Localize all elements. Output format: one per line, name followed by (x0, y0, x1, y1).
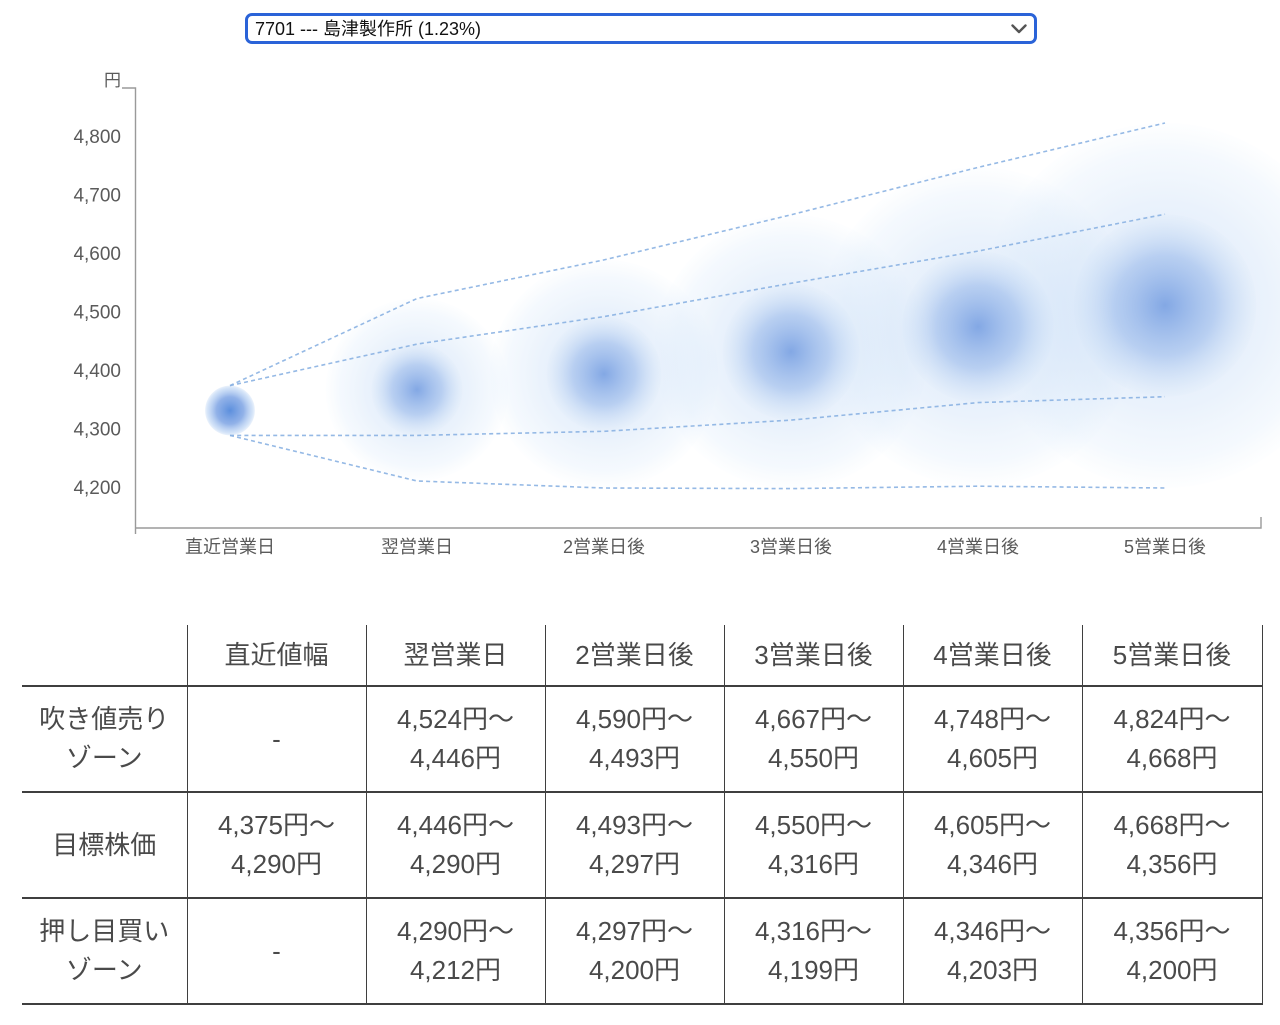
table-cell: 4,824円～ 4,668円 (1081, 686, 1263, 792)
table-cell: 4,346円～ 4,203円 (902, 898, 1082, 1004)
table-cell: 4,748円～ 4,605円 (902, 686, 1082, 792)
table-cell: 4,356円～ 4,200円 (1081, 898, 1263, 1004)
target-bubble-day1 (371, 344, 463, 436)
target-bubble-day3 (722, 283, 860, 421)
table-header-row: 直近値幅 翌営業日 2営業日後 3営業日後 4営業日後 5営業日後 (22, 625, 1263, 686)
stock-select-wrapper: 7701 --- 島津製作所 (1.23%) (245, 13, 1037, 44)
column-header-day2: 2営業日後 (544, 625, 724, 686)
table-cell: - (186, 686, 366, 792)
table-cell: 4,316円～ 4,199円 (723, 898, 903, 1004)
x-tick-label: 翌営業日 (381, 537, 453, 557)
row-label: 吹き値売り ゾーン (39, 704, 170, 773)
table-row-buy-zone: 押し目買い ゾーン - 4,290円～ 4,212円 4,297円～ 4,200… (22, 898, 1263, 1004)
table-cell: 4,524円～ 4,446円 (365, 686, 545, 792)
row-label: 押し目買い ゾーン (39, 916, 170, 985)
table-cell: 4,493円～ 4,297円 (544, 792, 724, 898)
table-cell: 4,290円～ 4,212円 (365, 898, 545, 1004)
column-header-latest-range: 直近値幅 (186, 625, 366, 686)
table-cell: 4,667円～ 4,550円 (723, 686, 903, 792)
y-tick-label: 4,500 (73, 303, 121, 324)
forecast-table: 直近値幅 翌営業日 2営業日後 3営業日後 4営業日後 5営業日後 吹き値売り … (22, 625, 1263, 1005)
column-header-day4: 4営業日後 (902, 625, 1082, 686)
latest-price-bubble (205, 385, 255, 436)
table-row-target-price: 目標株価 4,375円～ 4,290円 4,446円～ 4,290円 4,493… (22, 792, 1263, 898)
table-cell: 4,668円～ 4,356円 (1081, 792, 1263, 898)
table-cell: 4,605円～ 4,346円 (902, 792, 1082, 898)
y-tick-label: 4,700 (73, 186, 121, 207)
column-header-day1: 翌営業日 (365, 625, 545, 686)
buy-zone-lower-line (229, 434, 1166, 490)
table-cell: 4,297円～ 4,200円 (544, 898, 724, 1004)
y-tick-label: 4,400 (73, 361, 121, 382)
row-label: 目標株価 (52, 829, 157, 860)
table-row-sell-zone: 吹き値売り ゾーン - 4,524円～ 4,446円 4,590円～ 4,493… (22, 686, 1263, 792)
target-upper-line (229, 213, 1166, 387)
table-cell: 4,446円～ 4,290円 (365, 792, 545, 898)
y-axis-unit-label: 円 (104, 71, 121, 90)
table-cell: 4,550円～ 4,316円 (723, 792, 903, 898)
column-header-day3: 3営業日後 (723, 625, 903, 686)
y-tick-label: 4,800 (73, 127, 121, 148)
target-bubble-day2 (546, 316, 662, 432)
x-tick-label: 2営業日後 (563, 537, 645, 557)
x-tick-label: 5営業日後 (1124, 537, 1206, 557)
sell-zone-upper-line (229, 122, 1166, 387)
chart-axes (122, 87, 1262, 534)
x-tick-label: 3営業日後 (750, 537, 832, 557)
table-cell: - (186, 898, 366, 1004)
price-forecast-chart: 円 4,800 4,700 4,600 4,500 4,400 4,300 4,200 直近営業… (73, 71, 1280, 557)
y-tick-label: 4,200 (73, 478, 121, 499)
target-bubble-day4 (902, 250, 1054, 403)
target-bubble-day5 (1073, 214, 1257, 397)
y-tick-label: 4,600 (73, 244, 121, 265)
column-header-day5: 5営業日後 (1081, 625, 1263, 686)
x-tick-label: 直近営業日 (185, 537, 275, 557)
table-cell: 4,590円～ 4,493円 (544, 686, 724, 792)
target-lower-line (230, 395, 1166, 437)
x-tick-label: 4営業日後 (937, 537, 1019, 557)
price-forecast-chart-svg: 円 4,800 4,700 4,600 4,500 4,400 4,300 4,200 直近営業… (73, 71, 1280, 557)
stock-select[interactable]: 7701 --- 島津製作所 (1.23%) (245, 13, 1037, 44)
table-cell: 4,375円～ 4,290円 (186, 792, 366, 898)
y-tick-label: 4,300 (73, 420, 121, 441)
column-header-empty (22, 625, 187, 686)
